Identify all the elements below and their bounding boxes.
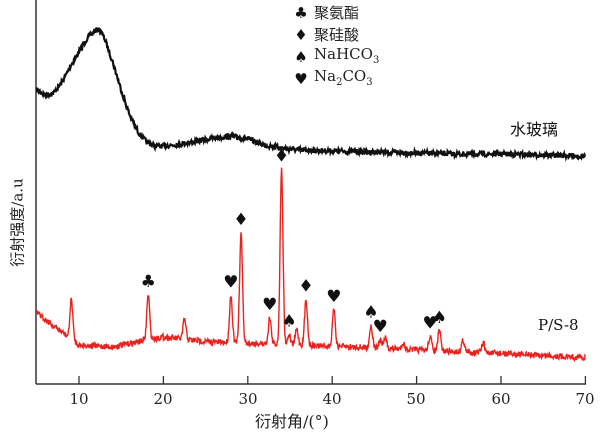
x-tick-label: 10 [69, 390, 89, 408]
diamond-icon: ♦ [294, 26, 308, 44]
x-tick-label: 50 [406, 390, 426, 408]
x-tick-label: 20 [153, 390, 173, 408]
peak-markers: ♣ ♥♦♥♦♠♦♥♠♥ ♥♠ [141, 146, 447, 337]
heart-icon: ♥ [262, 295, 277, 315]
club-icon: ♣ [294, 4, 308, 22]
heart-icon: ♥ [326, 287, 341, 307]
y-axis-label: 衍射强度/a.u [8, 178, 27, 267]
x-tick-label: 60 [491, 390, 511, 408]
series-ps8-curve [36, 167, 586, 363]
x-tick-label: 30 [238, 390, 258, 408]
x-axis-label: 衍射角/(°) [255, 412, 329, 431]
heart-icon: ♥ [422, 313, 437, 333]
axes [35, 0, 587, 385]
diamond-icon: ♦ [233, 210, 248, 230]
legend-item-polysilicic-acid: ♦ 聚硅酸 [292, 24, 379, 46]
legend-item-nahco3: ♠ NaHCO3 [292, 45, 379, 68]
diamond-icon: ♦ [298, 276, 313, 296]
spade-icon: ♠ [432, 308, 447, 328]
series-label-ps8: P/S-8 [538, 316, 579, 334]
spade-icon: ♠ [282, 312, 297, 332]
series-water-glass-curve [35, 27, 587, 162]
legend: ♣ 聚氨酯 ♦ 聚硅酸 ♠ NaHCO3 ♥ Na2CO3 [292, 2, 379, 90]
x-tick-label: 40 [322, 390, 342, 408]
heart-icon: ♥ [223, 273, 238, 293]
x-tick-label: 70 [575, 390, 595, 408]
spade-icon: ♠ [363, 303, 378, 323]
club-icon: ♣ [141, 272, 156, 292]
spade-icon: ♠ [294, 48, 308, 66]
legend-item-polyurethane: ♣ 聚氨酯 [292, 2, 379, 24]
diamond-icon: ♦ [274, 146, 289, 166]
x-ticks [78, 376, 587, 384]
heart-icon: ♥ [373, 317, 388, 337]
legend-item-na2co3: ♥ Na2CO3 [292, 67, 379, 90]
series-label-water-glass: 水玻璃 [510, 120, 559, 139]
heart-icon: ♥ [294, 70, 308, 88]
